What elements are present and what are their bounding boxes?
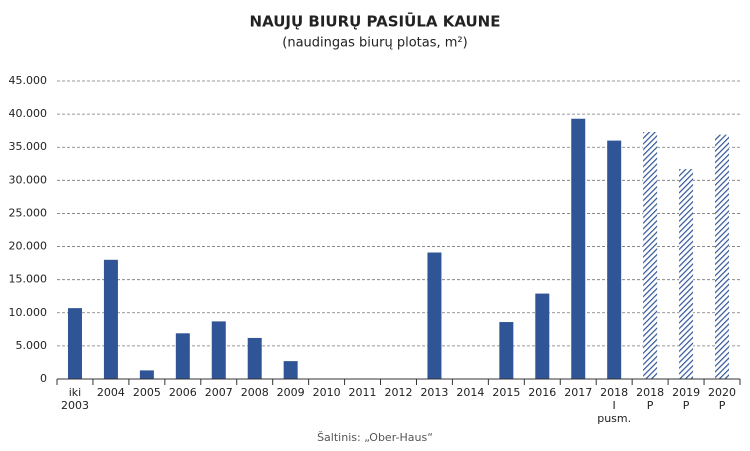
x-tick-label: 2011 bbox=[349, 386, 377, 399]
bar bbox=[535, 293, 550, 379]
x-tick-label: 2006 bbox=[169, 386, 197, 399]
bar bbox=[211, 321, 226, 379]
bar bbox=[607, 140, 622, 379]
bar bbox=[571, 118, 586, 379]
y-tick-label: 10.000 bbox=[9, 306, 48, 319]
bar bbox=[67, 308, 82, 379]
x-tick-label: 2014 bbox=[456, 386, 484, 399]
x-tick-label: 2015 bbox=[492, 386, 520, 399]
y-tick-label: 35.000 bbox=[9, 140, 48, 153]
bar bbox=[103, 259, 118, 379]
y-tick-label: 0 bbox=[40, 372, 47, 385]
bar bbox=[715, 134, 730, 379]
y-tick-label: 5.000 bbox=[16, 339, 48, 352]
x-tick-label: 2019 P bbox=[672, 386, 700, 412]
x-tick-label: 2005 bbox=[133, 386, 161, 399]
x-tick-label: 2016 bbox=[528, 386, 556, 399]
y-tick-label: 15.000 bbox=[9, 273, 48, 286]
x-tick-label: 2012 bbox=[385, 386, 413, 399]
y-tick-label: 20.000 bbox=[9, 240, 48, 253]
bar bbox=[139, 370, 154, 379]
x-tick-label: 2004 bbox=[97, 386, 125, 399]
x-tick-label: 2017 bbox=[564, 386, 592, 399]
x-tick-label: 2013 bbox=[420, 386, 448, 399]
bar bbox=[247, 337, 262, 379]
bar bbox=[643, 131, 658, 379]
x-tick-label: 2008 bbox=[241, 386, 269, 399]
x-tick-label: 2010 bbox=[313, 386, 341, 399]
chart-title: NAUJŲ BIURŲ PASIŪLA KAUNE bbox=[250, 11, 501, 31]
y-tick-label: 40.000 bbox=[9, 107, 48, 120]
y-tick-label: 25.000 bbox=[9, 206, 48, 219]
x-tick-label: 2018 P bbox=[636, 386, 664, 412]
bar bbox=[427, 252, 442, 379]
chart-subtitle: (naudingas biurų plotas, m²) bbox=[282, 36, 467, 51]
bar bbox=[283, 361, 298, 379]
bar bbox=[175, 333, 190, 379]
source: Šaltinis: „Ober-Haus“ bbox=[317, 431, 433, 444]
x-tick-label: iki 2003 bbox=[61, 386, 89, 412]
x-tick-label: 2009 bbox=[277, 386, 305, 399]
bar bbox=[499, 322, 514, 379]
x-tick-label: 2007 bbox=[205, 386, 233, 399]
y-tick-label: 45.000 bbox=[9, 74, 48, 87]
x-tick-label: 2020 P bbox=[708, 386, 736, 412]
bar bbox=[679, 169, 694, 379]
y-tick-label: 30.000 bbox=[9, 173, 48, 186]
